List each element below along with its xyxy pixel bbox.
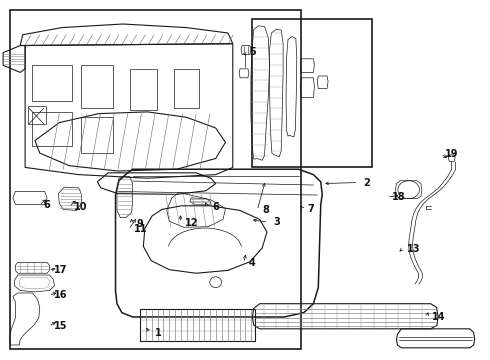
Bar [140, 309, 255, 341]
Text: 12: 12 [185, 218, 199, 228]
Text: 7: 7 [308, 204, 314, 214]
Bar [174, 69, 198, 108]
Text: 8: 8 [262, 206, 269, 216]
Bar [10, 10, 301, 348]
Bar [32, 65, 72, 101]
Text: 9: 9 [137, 219, 143, 229]
Text: 15: 15 [53, 321, 67, 331]
Text: 1: 1 [155, 328, 161, 338]
Bar [32, 112, 72, 146]
Text: 11: 11 [134, 225, 147, 234]
Text: 17: 17 [53, 265, 67, 275]
Text: 3: 3 [273, 217, 280, 227]
Text: 14: 14 [432, 312, 445, 322]
Text: 13: 13 [407, 244, 421, 254]
Text: 4: 4 [249, 258, 256, 268]
Text: 10: 10 [74, 202, 88, 212]
Text: 6: 6 [44, 200, 50, 210]
Bar [81, 65, 113, 108]
Text: 5: 5 [249, 46, 256, 57]
Text: 19: 19 [445, 149, 459, 159]
Bar [130, 69, 157, 110]
Bar [252, 19, 372, 167]
Text: 18: 18 [392, 192, 405, 202]
Text: 6: 6 [212, 202, 219, 212]
Text: 16: 16 [53, 291, 67, 301]
Text: 2: 2 [363, 177, 370, 188]
Bar [27, 107, 46, 125]
Bar [81, 117, 113, 153]
